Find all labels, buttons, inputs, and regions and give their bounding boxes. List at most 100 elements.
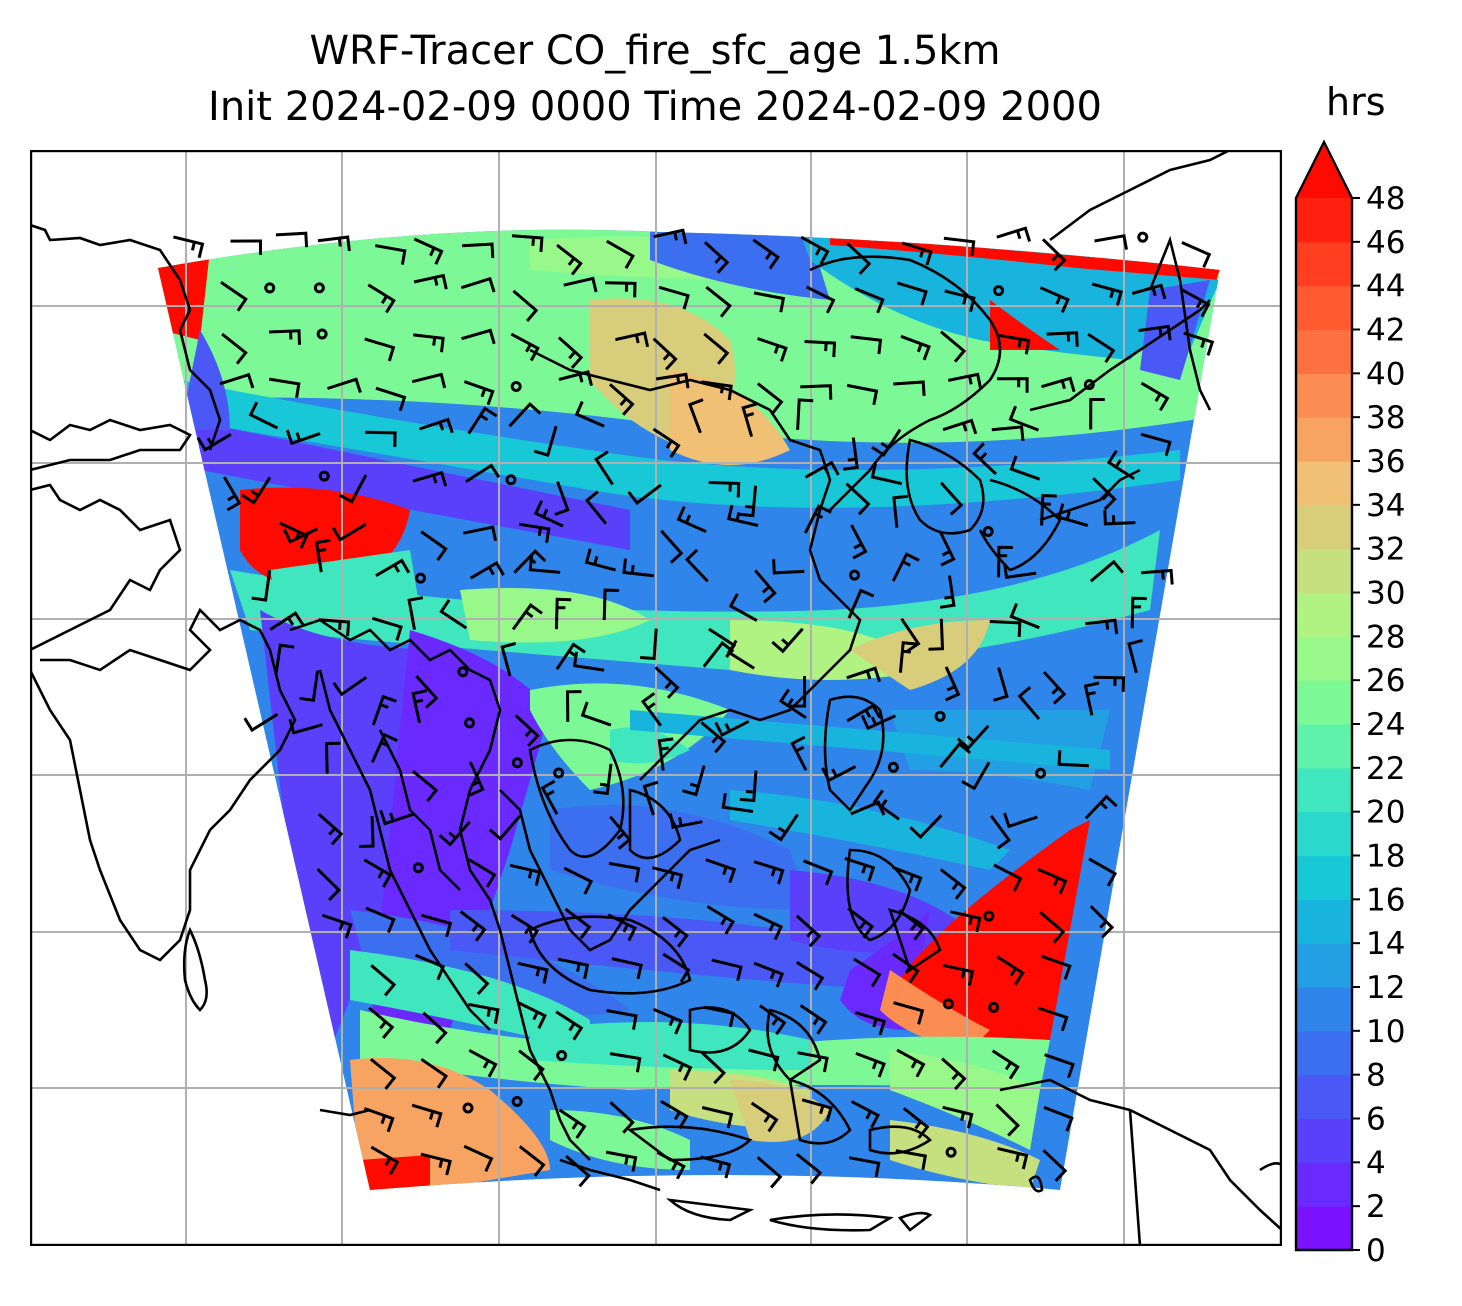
colorbar-tick-label: 4 bbox=[1366, 1145, 1386, 1181]
wind-barb bbox=[939, 575, 956, 609]
wind-barb bbox=[939, 481, 964, 516]
wind-barb bbox=[365, 430, 397, 447]
wind-barb bbox=[705, 285, 732, 318]
wind-barb bbox=[1041, 954, 1072, 980]
wind-barb bbox=[369, 1058, 397, 1090]
wind-barb bbox=[846, 666, 882, 683]
wind-barb bbox=[413, 273, 448, 290]
wind-barb bbox=[870, 462, 903, 486]
calm-wind-marker bbox=[887, 761, 899, 773]
wind-barb bbox=[368, 1006, 395, 1039]
wind-barb bbox=[948, 372, 982, 389]
colorbar-bin bbox=[1296, 636, 1352, 681]
calm-wind-marker bbox=[511, 1095, 523, 1107]
wind-barb bbox=[221, 332, 248, 365]
wind-barb bbox=[662, 1053, 693, 1081]
wind-barb bbox=[940, 330, 967, 363]
wind-barb bbox=[997, 377, 1029, 393]
wind-barb bbox=[846, 703, 882, 723]
colorbar-bin bbox=[1296, 811, 1352, 857]
colorbar-outline bbox=[1294, 139, 1354, 1252]
map-frame bbox=[30, 150, 1282, 1246]
wind-barb bbox=[563, 866, 594, 895]
colorbar-tick-label: 14 bbox=[1366, 926, 1405, 962]
wind-barb bbox=[1003, 812, 1038, 829]
wind-barb bbox=[726, 504, 759, 527]
wind-barb bbox=[850, 800, 886, 816]
calm-wind-marker bbox=[993, 285, 1005, 297]
wind-barb bbox=[652, 427, 681, 459]
wind-barb bbox=[370, 732, 398, 763]
wind-barb bbox=[1009, 455, 1041, 481]
wind-barb bbox=[375, 386, 407, 412]
wind-barb bbox=[944, 666, 961, 702]
wind-barb bbox=[1181, 241, 1212, 268]
wind-barb bbox=[892, 865, 923, 892]
gridlines bbox=[30, 150, 1282, 1246]
wind-barb bbox=[565, 1154, 591, 1188]
wind-barb bbox=[1138, 324, 1172, 341]
wind-barb bbox=[989, 620, 1022, 637]
wind-barb bbox=[898, 641, 918, 673]
wind-barb bbox=[850, 524, 868, 560]
calm-wind-marker bbox=[264, 282, 276, 294]
wind-barb bbox=[1088, 857, 1118, 887]
wind-barbs bbox=[173, 226, 1215, 1189]
colorbar-unit-label: hrs bbox=[1326, 80, 1386, 124]
colorbar-bin bbox=[1296, 987, 1352, 1032]
wind-barb bbox=[896, 281, 928, 306]
calm-wind-marker bbox=[983, 910, 995, 922]
wind-barb bbox=[700, 1155, 732, 1179]
wind-barb bbox=[554, 481, 570, 517]
wind-barb bbox=[557, 957, 590, 980]
wind-barb bbox=[518, 522, 551, 543]
wind-barb bbox=[219, 372, 255, 389]
wind-barb bbox=[606, 1009, 638, 1030]
wind-barb bbox=[1089, 398, 1105, 430]
wind-barb bbox=[892, 952, 920, 984]
wind-barb bbox=[642, 780, 659, 816]
colorbar-tick-label: 8 bbox=[1366, 1058, 1386, 1094]
wind-barb bbox=[895, 1149, 928, 1171]
colorbar-tick-label: 26 bbox=[1366, 663, 1405, 699]
wind-barb bbox=[359, 815, 375, 848]
wind-barb bbox=[510, 332, 540, 362]
wind-barb bbox=[299, 670, 320, 702]
wind-barb bbox=[1130, 596, 1147, 629]
wind-barb bbox=[989, 815, 1012, 850]
wind-barb bbox=[363, 1107, 395, 1133]
wind-barb bbox=[364, 337, 396, 362]
wind-barb bbox=[660, 529, 684, 564]
wind-barb bbox=[993, 863, 1023, 892]
colorbar-bin bbox=[1296, 767, 1352, 813]
wind-barb bbox=[939, 741, 972, 769]
wind-barb bbox=[991, 1049, 1020, 1080]
wind-barb bbox=[942, 1105, 974, 1129]
wind-barb bbox=[540, 779, 559, 815]
wind-barb bbox=[461, 242, 495, 259]
wind-barb bbox=[459, 910, 487, 942]
wind-barb bbox=[1089, 559, 1124, 583]
wind-barb bbox=[463, 1144, 494, 1173]
wind-barb bbox=[464, 962, 490, 996]
wind-barb bbox=[1127, 638, 1143, 674]
calm-wind-marker bbox=[457, 666, 469, 678]
wind-barb bbox=[1091, 282, 1123, 306]
calm-wind-marker bbox=[462, 1102, 474, 1114]
wind-barb bbox=[593, 763, 613, 796]
wind-barb bbox=[855, 1051, 886, 1078]
wind-barb bbox=[703, 332, 730, 365]
wind-barb bbox=[371, 694, 397, 726]
wind-barb bbox=[750, 1101, 779, 1133]
wind-barb bbox=[654, 666, 680, 699]
wind-barb bbox=[771, 627, 804, 654]
wind-barb bbox=[422, 1011, 448, 1045]
wind-barb bbox=[1131, 283, 1167, 300]
colorbar-tick-label: 0 bbox=[1366, 1233, 1386, 1269]
wind-barb bbox=[757, 337, 788, 362]
calm-wind-marker bbox=[553, 767, 565, 779]
wind-barb bbox=[660, 1099, 689, 1130]
wind-barb bbox=[939, 531, 956, 567]
wind-barb bbox=[414, 953, 446, 981]
wind-barb bbox=[706, 905, 736, 935]
